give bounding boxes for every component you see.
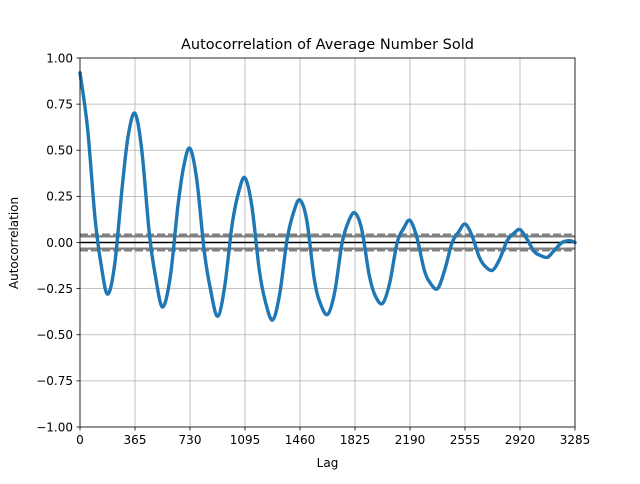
x-tick-label: 1825 [340, 433, 371, 447]
x-tick-label: 1460 [285, 433, 316, 447]
reference-lines [80, 233, 575, 252]
x-axis-label: Lag [317, 456, 339, 470]
x-tick-label: 2555 [450, 433, 481, 447]
y-tick-label: 0.50 [46, 144, 73, 158]
x-axis-ticks: 0 365 730 1095 1460 1825 2190 2555 2920 3285 [76, 427, 590, 447]
y-axis-label: Autocorrelation [7, 197, 21, 289]
chart-title: Autocorrelation of Average Number Sold [181, 37, 474, 53]
y-tick-label: −1.00 [36, 420, 73, 434]
x-tick-label: 1095 [230, 433, 261, 447]
y-axis-ticks: −1.00 −0.75 −0.50 −0.25 0.00 0.25 0.50 0.75 1.00 [36, 51, 80, 434]
x-tick-label: 2190 [395, 433, 426, 447]
x-tick-label: 0 [76, 433, 84, 447]
x-tick-label: 365 [124, 433, 147, 447]
x-tick-label: 3285 [560, 433, 591, 447]
series-layer [78, 71, 577, 322]
y-tick-label: 0.00 [46, 236, 73, 250]
autocorrelation-series-line [78, 71, 577, 322]
y-tick-label: −0.50 [36, 328, 73, 342]
y-tick-label: 0.75 [46, 97, 73, 111]
y-tick-label: −0.25 [36, 282, 73, 296]
x-tick-label: 730 [179, 433, 202, 447]
y-tick-label: 1.00 [46, 51, 73, 65]
y-tick-label: −0.75 [36, 374, 73, 388]
x-tick-label: 2920 [505, 433, 536, 447]
y-tick-label: 0.25 [46, 190, 73, 204]
